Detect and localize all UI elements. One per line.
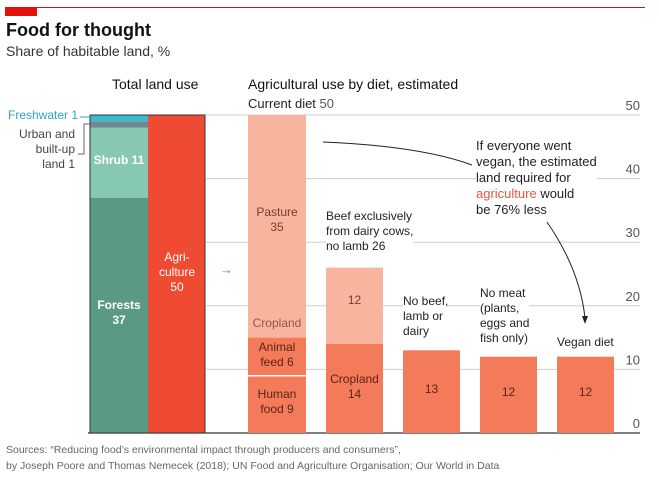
y-tick-0: 0 <box>633 416 640 431</box>
bar-cropland-4 <box>557 356 614 433</box>
beef-dairy-label: Beef exclusively from dairy cows, no lamb … <box>326 209 414 254</box>
no-beef-label: No beef, lamb or dairy <box>403 294 449 339</box>
arrow-right-icon: → <box>220 262 233 277</box>
annotation-highlight: agriculture <box>476 186 537 201</box>
vegan-annotation: If everyone went vegan, the estimated la… <box>476 138 597 218</box>
bar-current-animal-feed <box>248 337 306 376</box>
brand-tab <box>5 7 37 16</box>
freshwater-label: Freshwater 1 <box>8 108 79 122</box>
cropland-label-current: Cropland <box>252 316 302 330</box>
human-food-label: Human food 9 <box>257 387 297 416</box>
annotation-curve-arrow <box>546 221 586 319</box>
urban-leader <box>78 123 90 155</box>
chart-subtitle: Share of habitable land, % <box>6 43 171 59</box>
pasture-label: Pasture 35 <box>256 205 298 234</box>
y-tick-50: 50 <box>626 98 640 113</box>
bar-cropland-2 <box>403 350 460 433</box>
bar-pasture-1 <box>326 267 383 344</box>
urban-label: Urban and built-up land 1 <box>18 127 75 171</box>
vegan-label: Vegan diet <box>557 335 614 349</box>
y-tick-10: 10 <box>626 352 640 367</box>
agriculture-label: Agri-culture 50 <box>158 250 196 294</box>
bar-cropland-3 <box>480 356 537 433</box>
y-tick-20: 20 <box>626 289 640 304</box>
y-tick-40: 40 <box>626 162 640 177</box>
forests-label: Forests 37 <box>97 298 141 327</box>
bar-cropland-1 <box>326 343 383 433</box>
shrub-label: Shrub 11 <box>93 153 145 167</box>
annotation-curve-top <box>322 141 473 166</box>
agri-use-title: Agricultural use by diet, estimated <box>248 76 459 92</box>
total-segment-forests <box>90 197 148 433</box>
bar-current-pasture <box>248 115 306 338</box>
beef-dairy-cropland-label: Cropland 14 <box>330 372 379 401</box>
total-segment-urban-and-built-up-land <box>90 121 148 128</box>
total-segment-freshwater <box>90 115 148 122</box>
current-diet-label: Current diet 50 <box>248 96 335 111</box>
no-meat-label: No meat (plants, eggs and fish only) <box>480 286 530 346</box>
y-tick-30: 30 <box>626 225 640 240</box>
no-beef-value: 13 <box>424 382 439 396</box>
header-rule <box>5 7 645 8</box>
sources-footer: Sources: “Reducing food’s environmental … <box>6 444 500 472</box>
bar-current-human-food <box>248 375 306 433</box>
no-meat-value: 12 <box>501 385 516 399</box>
total-bar-outline <box>89 114 206 434</box>
total-land-title: Total land use <box>112 76 199 92</box>
beef-dairy-pasture-value: 12 <box>347 293 362 307</box>
chart-title: Food for thought <box>6 20 151 40</box>
total-segment-shrub <box>90 127 148 198</box>
vegan-value: 12 <box>578 385 593 399</box>
animal-feed-label: Animal feed 6 <box>258 340 296 369</box>
arrow-head-icon <box>582 316 588 324</box>
total-segment-agri-culture <box>148 115 205 433</box>
